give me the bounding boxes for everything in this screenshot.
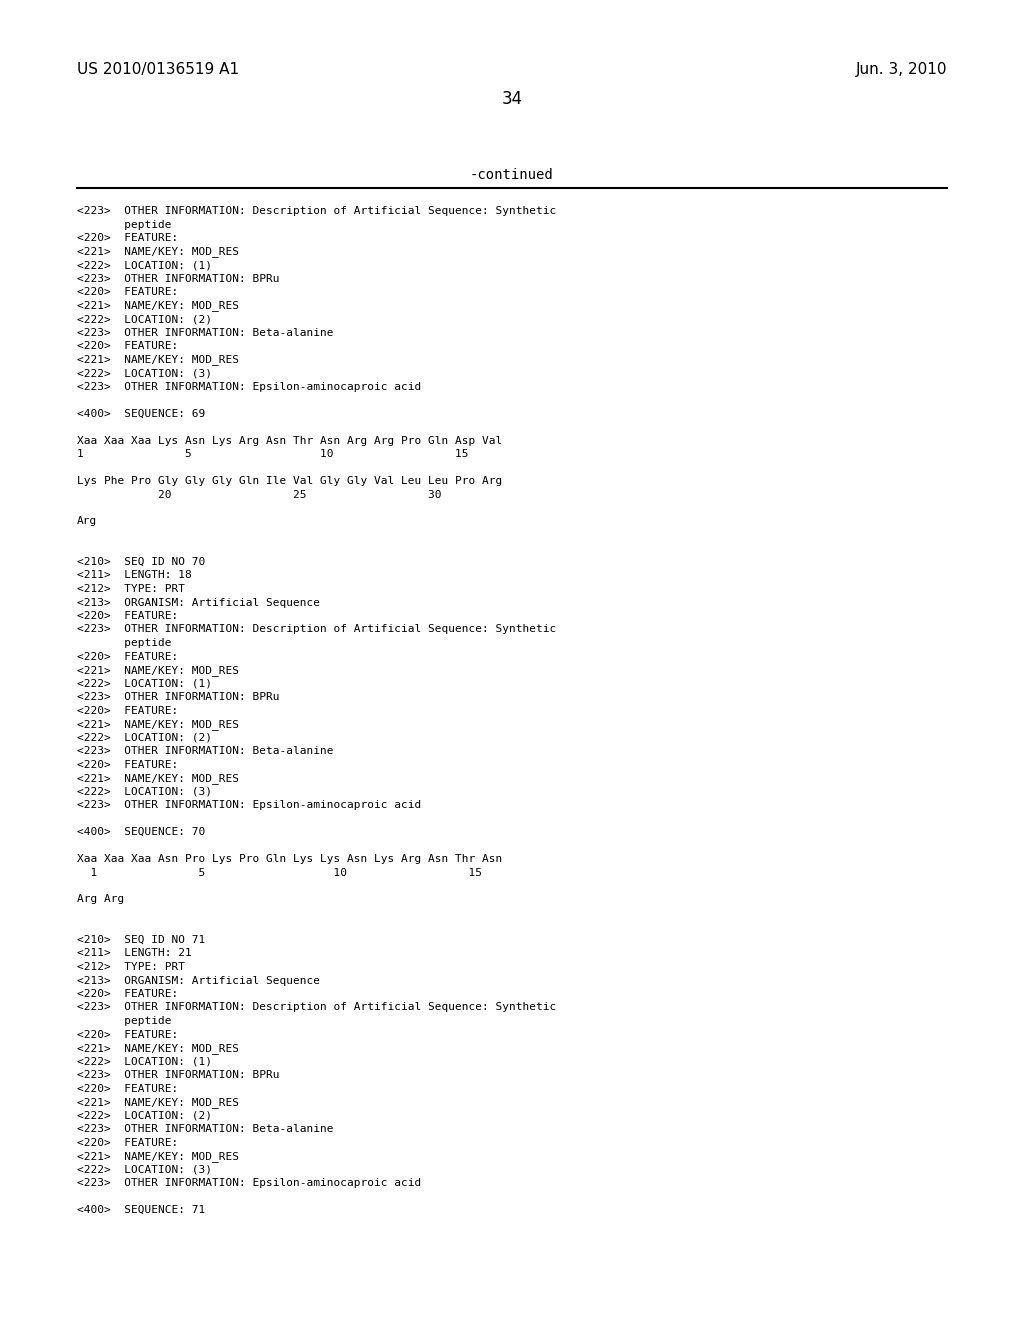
Text: <220>  FEATURE:: <220> FEATURE: [77, 989, 178, 999]
Text: Xaa Xaa Xaa Lys Asn Lys Arg Asn Thr Asn Arg Arg Pro Gln Asp Val: Xaa Xaa Xaa Lys Asn Lys Arg Asn Thr Asn … [77, 436, 502, 446]
Text: <223>  OTHER INFORMATION: Beta-alanine: <223> OTHER INFORMATION: Beta-alanine [77, 327, 333, 338]
Text: <220>  FEATURE:: <220> FEATURE: [77, 611, 178, 620]
Text: <223>  OTHER INFORMATION: Description of Artificial Sequence: Synthetic: <223> OTHER INFORMATION: Description of … [77, 1002, 556, 1012]
Text: peptide: peptide [77, 1016, 171, 1026]
Text: <400>  SEQUENCE: 71: <400> SEQUENCE: 71 [77, 1205, 205, 1214]
Text: peptide: peptide [77, 638, 171, 648]
Text: <223>  OTHER INFORMATION: BPRu: <223> OTHER INFORMATION: BPRu [77, 273, 280, 284]
Text: <223>  OTHER INFORMATION: Description of Artificial Sequence: Synthetic: <223> OTHER INFORMATION: Description of … [77, 206, 556, 216]
Text: <213>  ORGANISM: Artificial Sequence: <213> ORGANISM: Artificial Sequence [77, 975, 319, 986]
Text: <220>  FEATURE:: <220> FEATURE: [77, 652, 178, 661]
Text: <222>  LOCATION: (2): <222> LOCATION: (2) [77, 733, 212, 742]
Text: <221>  NAME/KEY: MOD_RES: <221> NAME/KEY: MOD_RES [77, 1151, 239, 1162]
Text: <220>  FEATURE:: <220> FEATURE: [77, 234, 178, 243]
Text: <222>  LOCATION: (3): <222> LOCATION: (3) [77, 1164, 212, 1175]
Text: <223>  OTHER INFORMATION: Epsilon-aminocaproic acid: <223> OTHER INFORMATION: Epsilon-aminoca… [77, 800, 421, 810]
Text: <213>  ORGANISM: Artificial Sequence: <213> ORGANISM: Artificial Sequence [77, 598, 319, 607]
Text: <212>  TYPE: PRT: <212> TYPE: PRT [77, 583, 184, 594]
Text: <221>  NAME/KEY: MOD_RES: <221> NAME/KEY: MOD_RES [77, 774, 239, 784]
Text: <221>  NAME/KEY: MOD_RES: <221> NAME/KEY: MOD_RES [77, 301, 239, 312]
Text: <220>  FEATURE:: <220> FEATURE: [77, 1138, 178, 1147]
Text: Lys Phe Pro Gly Gly Gly Gln Ile Val Gly Gly Val Leu Leu Pro Arg: Lys Phe Pro Gly Gly Gly Gln Ile Val Gly … [77, 477, 502, 486]
Text: US 2010/0136519 A1: US 2010/0136519 A1 [77, 62, 239, 77]
Text: <400>  SEQUENCE: 69: <400> SEQUENCE: 69 [77, 408, 205, 418]
Text: <222>  LOCATION: (3): <222> LOCATION: (3) [77, 787, 212, 796]
Text: <400>  SEQUENCE: 70: <400> SEQUENCE: 70 [77, 828, 205, 837]
Text: 1               5                   10                  15: 1 5 10 15 [77, 867, 482, 878]
Text: -continued: -continued [470, 168, 554, 182]
Text: <220>  FEATURE:: <220> FEATURE: [77, 1030, 178, 1040]
Text: <210>  SEQ ID NO 70: <210> SEQ ID NO 70 [77, 557, 205, 568]
Text: <221>  NAME/KEY: MOD_RES: <221> NAME/KEY: MOD_RES [77, 1097, 239, 1107]
Text: <220>  FEATURE:: <220> FEATURE: [77, 286, 178, 297]
Text: <222>  LOCATION: (3): <222> LOCATION: (3) [77, 368, 212, 378]
Text: <221>  NAME/KEY: MOD_RES: <221> NAME/KEY: MOD_RES [77, 355, 239, 366]
Text: 34: 34 [502, 90, 522, 108]
Text: <223>  OTHER INFORMATION: Epsilon-aminocaproic acid: <223> OTHER INFORMATION: Epsilon-aminoca… [77, 1177, 421, 1188]
Text: <221>  NAME/KEY: MOD_RES: <221> NAME/KEY: MOD_RES [77, 719, 239, 730]
Text: <222>  LOCATION: (2): <222> LOCATION: (2) [77, 1110, 212, 1121]
Text: <223>  OTHER INFORMATION: Beta-alanine: <223> OTHER INFORMATION: Beta-alanine [77, 1125, 333, 1134]
Text: 20                  25                  30: 20 25 30 [77, 490, 441, 499]
Text: <220>  FEATURE:: <220> FEATURE: [77, 341, 178, 351]
Text: <220>  FEATURE:: <220> FEATURE: [77, 1084, 178, 1093]
Text: <211>  LENGTH: 21: <211> LENGTH: 21 [77, 949, 191, 958]
Text: <223>  OTHER INFORMATION: Epsilon-aminocaproic acid: <223> OTHER INFORMATION: Epsilon-aminoca… [77, 381, 421, 392]
Text: <222>  LOCATION: (1): <222> LOCATION: (1) [77, 678, 212, 689]
Text: <223>  OTHER INFORMATION: BPRu: <223> OTHER INFORMATION: BPRu [77, 692, 280, 702]
Text: Jun. 3, 2010: Jun. 3, 2010 [856, 62, 947, 77]
Text: Arg Arg: Arg Arg [77, 895, 124, 904]
Text: <223>  OTHER INFORMATION: Beta-alanine: <223> OTHER INFORMATION: Beta-alanine [77, 746, 333, 756]
Text: <221>  NAME/KEY: MOD_RES: <221> NAME/KEY: MOD_RES [77, 247, 239, 257]
Text: <220>  FEATURE:: <220> FEATURE: [77, 759, 178, 770]
Text: <223>  OTHER INFORMATION: BPRu: <223> OTHER INFORMATION: BPRu [77, 1071, 280, 1080]
Text: <211>  LENGTH: 18: <211> LENGTH: 18 [77, 570, 191, 581]
Text: peptide: peptide [77, 219, 171, 230]
Text: <220>  FEATURE:: <220> FEATURE: [77, 705, 178, 715]
Text: Arg: Arg [77, 516, 97, 527]
Text: Xaa Xaa Xaa Asn Pro Lys Pro Gln Lys Lys Asn Lys Arg Asn Thr Asn: Xaa Xaa Xaa Asn Pro Lys Pro Gln Lys Lys … [77, 854, 502, 865]
Text: 1               5                   10                  15: 1 5 10 15 [77, 449, 468, 459]
Text: <223>  OTHER INFORMATION: Description of Artificial Sequence: Synthetic: <223> OTHER INFORMATION: Description of … [77, 624, 556, 635]
Text: <222>  LOCATION: (1): <222> LOCATION: (1) [77, 260, 212, 271]
Text: <222>  LOCATION: (1): <222> LOCATION: (1) [77, 1056, 212, 1067]
Text: <210>  SEQ ID NO 71: <210> SEQ ID NO 71 [77, 935, 205, 945]
Text: <221>  NAME/KEY: MOD_RES: <221> NAME/KEY: MOD_RES [77, 1043, 239, 1053]
Text: <221>  NAME/KEY: MOD_RES: <221> NAME/KEY: MOD_RES [77, 665, 239, 676]
Text: <212>  TYPE: PRT: <212> TYPE: PRT [77, 962, 184, 972]
Text: <222>  LOCATION: (2): <222> LOCATION: (2) [77, 314, 212, 323]
